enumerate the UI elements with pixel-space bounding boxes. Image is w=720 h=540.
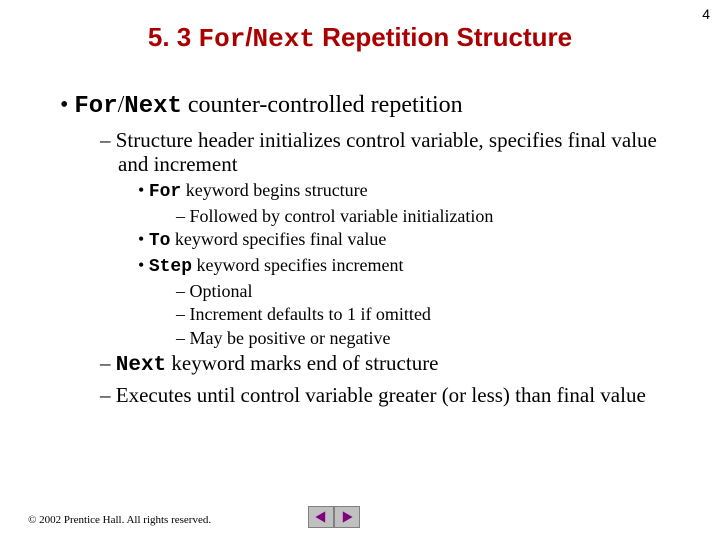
lvl1-code-for: For <box>74 93 117 120</box>
page-number: 4 <box>702 6 710 22</box>
bullet-lvl2-c: – Executes until control variable greate… <box>100 383 690 407</box>
title-section-num: 5. 3 <box>148 22 199 52</box>
title-rest: Repetition Structure <box>315 22 572 52</box>
next-button[interactable] <box>334 506 360 528</box>
lvl3a-rest: keyword begins structure <box>181 180 367 200</box>
bullet-lvl2-a: – Structure header initializes control v… <box>100 128 690 176</box>
triangle-left-icon <box>314 510 328 524</box>
bullet-lvl3-a: • For keyword begins structure <box>138 180 690 204</box>
lvl1-code-next: Next <box>124 93 182 120</box>
prev-button[interactable] <box>308 506 334 528</box>
content-area: • For/Next counter-controlled repetition… <box>0 92 720 407</box>
title-slash: / <box>245 22 252 52</box>
bullet-lvl3-b: • To keyword specifies final value <box>138 229 690 253</box>
footer: © 2002 Prentice Hall. All rights reserve… <box>28 514 700 526</box>
bullet-lvl4-c: – Increment defaults to 1 if omitted <box>176 304 690 326</box>
bullet-lvl3-c: • Step keyword specifies increment <box>138 255 690 279</box>
bullet-lvl4-b: – Optional <box>176 281 690 303</box>
bullet-marker: • <box>138 180 149 200</box>
title-code-next: Next <box>253 24 315 54</box>
lvl3b-rest: keyword specifies final value <box>170 229 386 249</box>
triangle-right-icon <box>340 510 354 524</box>
lvl2b-prefix: – <box>100 351 116 375</box>
lvl1-rest: counter-controlled repetition <box>182 92 463 118</box>
title-code-for: For <box>198 24 245 54</box>
bullet-lvl4-a: – Followed by control variable initializ… <box>176 206 690 228</box>
bullet-marker: • <box>138 255 149 275</box>
bullet-lvl4-d: – May be positive or negative <box>176 328 690 350</box>
bullet-marker: • <box>60 92 74 118</box>
bullet-lvl2-b: – Next keyword marks end of structure <box>100 351 690 378</box>
lvl3c-rest: keyword specifies increment <box>192 255 403 275</box>
lvl2b-code: Next <box>116 354 166 377</box>
copyright-text: © 2002 Prentice Hall. All rights reserve… <box>28 514 211 526</box>
lvl2b-rest: keyword marks end of structure <box>166 351 438 375</box>
lvl3c-code: Step <box>149 257 192 277</box>
nav-button-group <box>308 506 360 528</box>
bullet-lvl1: • For/Next counter-controlled repetition <box>60 92 690 120</box>
lvl3b-code: To <box>149 231 171 251</box>
bullet-marker: • <box>138 229 149 249</box>
slide-title: 5. 3 For/Next Repetition Structure <box>0 0 720 92</box>
lvl3a-code: For <box>149 182 181 202</box>
